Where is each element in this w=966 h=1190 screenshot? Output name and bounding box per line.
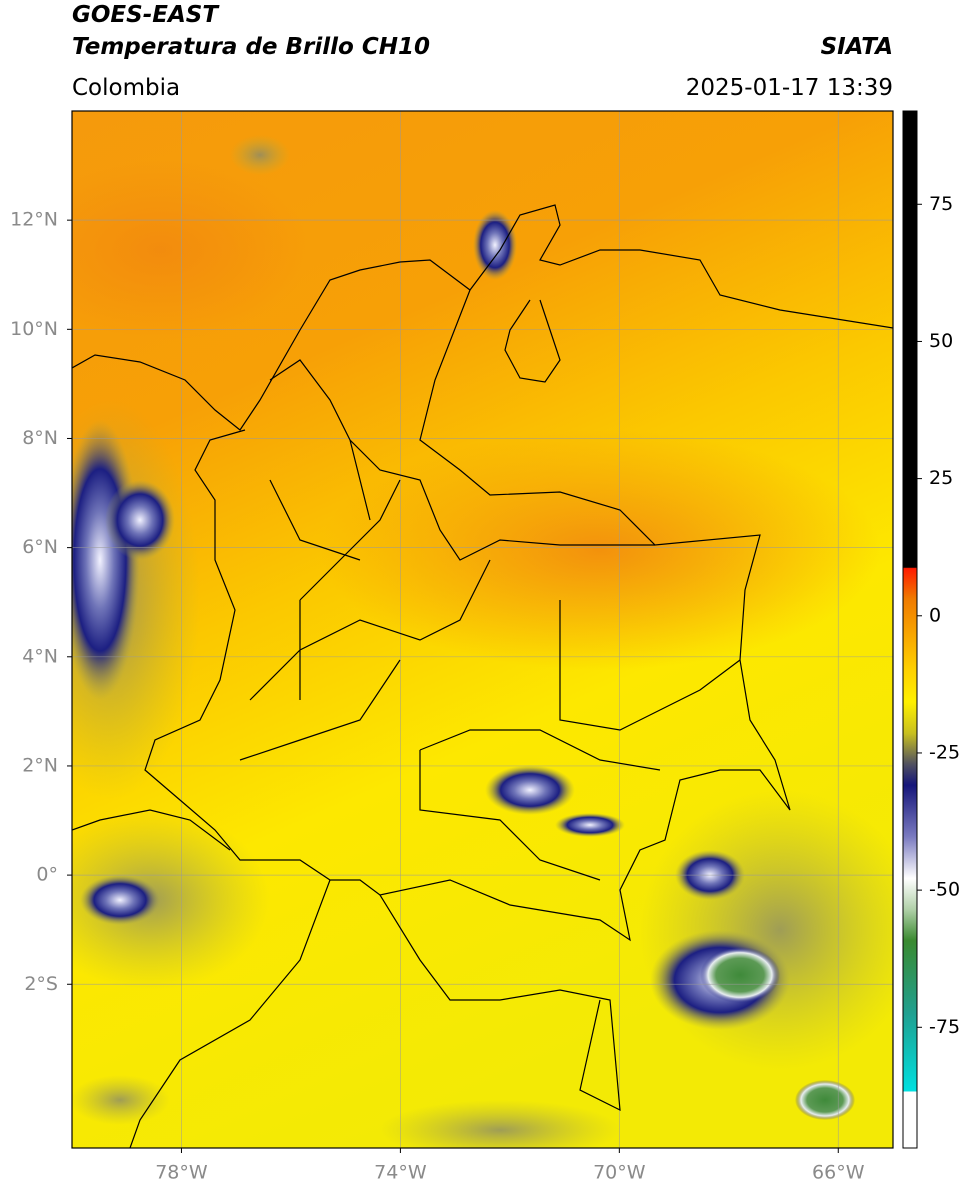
source-label: SIATA: [821, 34, 893, 60]
cloud: [105, 480, 175, 560]
lat-tick-label: 12°N: [10, 209, 58, 231]
colorbar-tick-label: 25: [929, 467, 953, 489]
colorbar-tick-label: 0: [929, 604, 941, 626]
title-line-1: GOES-EAST: [72, 2, 220, 28]
colorbar-tick-label: -50: [929, 879, 960, 901]
country-border: [72, 809, 331, 1148]
coastline: [504, 299, 561, 383]
region-label: Colombia: [72, 75, 180, 101]
warm-region: [320, 430, 880, 670]
cloud: [485, 765, 575, 815]
country-border: [379, 894, 621, 1112]
lon-tick-label: 74°W: [374, 1162, 427, 1184]
lon-tick-label: 78°W: [155, 1162, 208, 1184]
lat-tick-label: 2°S: [24, 973, 58, 995]
title-line-2: Temperatura de Brillo CH10: [72, 34, 430, 60]
cold-core: [795, 1080, 855, 1120]
lat-tick-label: 4°N: [22, 645, 58, 667]
lon-tick-label: 70°W: [593, 1162, 646, 1184]
cloud: [473, 210, 517, 280]
datetime-label: 2025-01-17 13:39: [686, 75, 893, 101]
cloud-haze: [72, 1075, 170, 1125]
cold-core: [700, 947, 780, 1003]
cloud: [80, 875, 160, 925]
department-border: [239, 359, 741, 881]
lat-tick-label: 6°N: [22, 536, 58, 558]
colorbar-tick-label: 75: [929, 193, 953, 215]
lat-tick-label: 10°N: [10, 318, 58, 340]
lat-tick-label: 0°: [36, 864, 58, 886]
map-panel: [72, 111, 893, 1148]
country-border: [144, 289, 791, 942]
lat-tick-label: 2°N: [22, 754, 58, 776]
lat-tick-label: 8°N: [22, 427, 58, 449]
cloud-haze: [230, 135, 290, 175]
cloud-haze: [72, 810, 270, 990]
colorbar-tick-label: -75: [929, 1016, 960, 1038]
cloud-haze: [640, 790, 893, 1070]
colorbar: [902, 110, 918, 1149]
colorbar-tick-label: -25: [929, 741, 960, 763]
cloud: [555, 813, 625, 837]
map-frame: [71, 110, 894, 1149]
warm-region: [72, 160, 310, 340]
cloud-haze: [380, 1100, 620, 1148]
lon-tick-label: 66°W: [812, 1162, 865, 1184]
colorbar-tick-label: 50: [929, 330, 953, 352]
